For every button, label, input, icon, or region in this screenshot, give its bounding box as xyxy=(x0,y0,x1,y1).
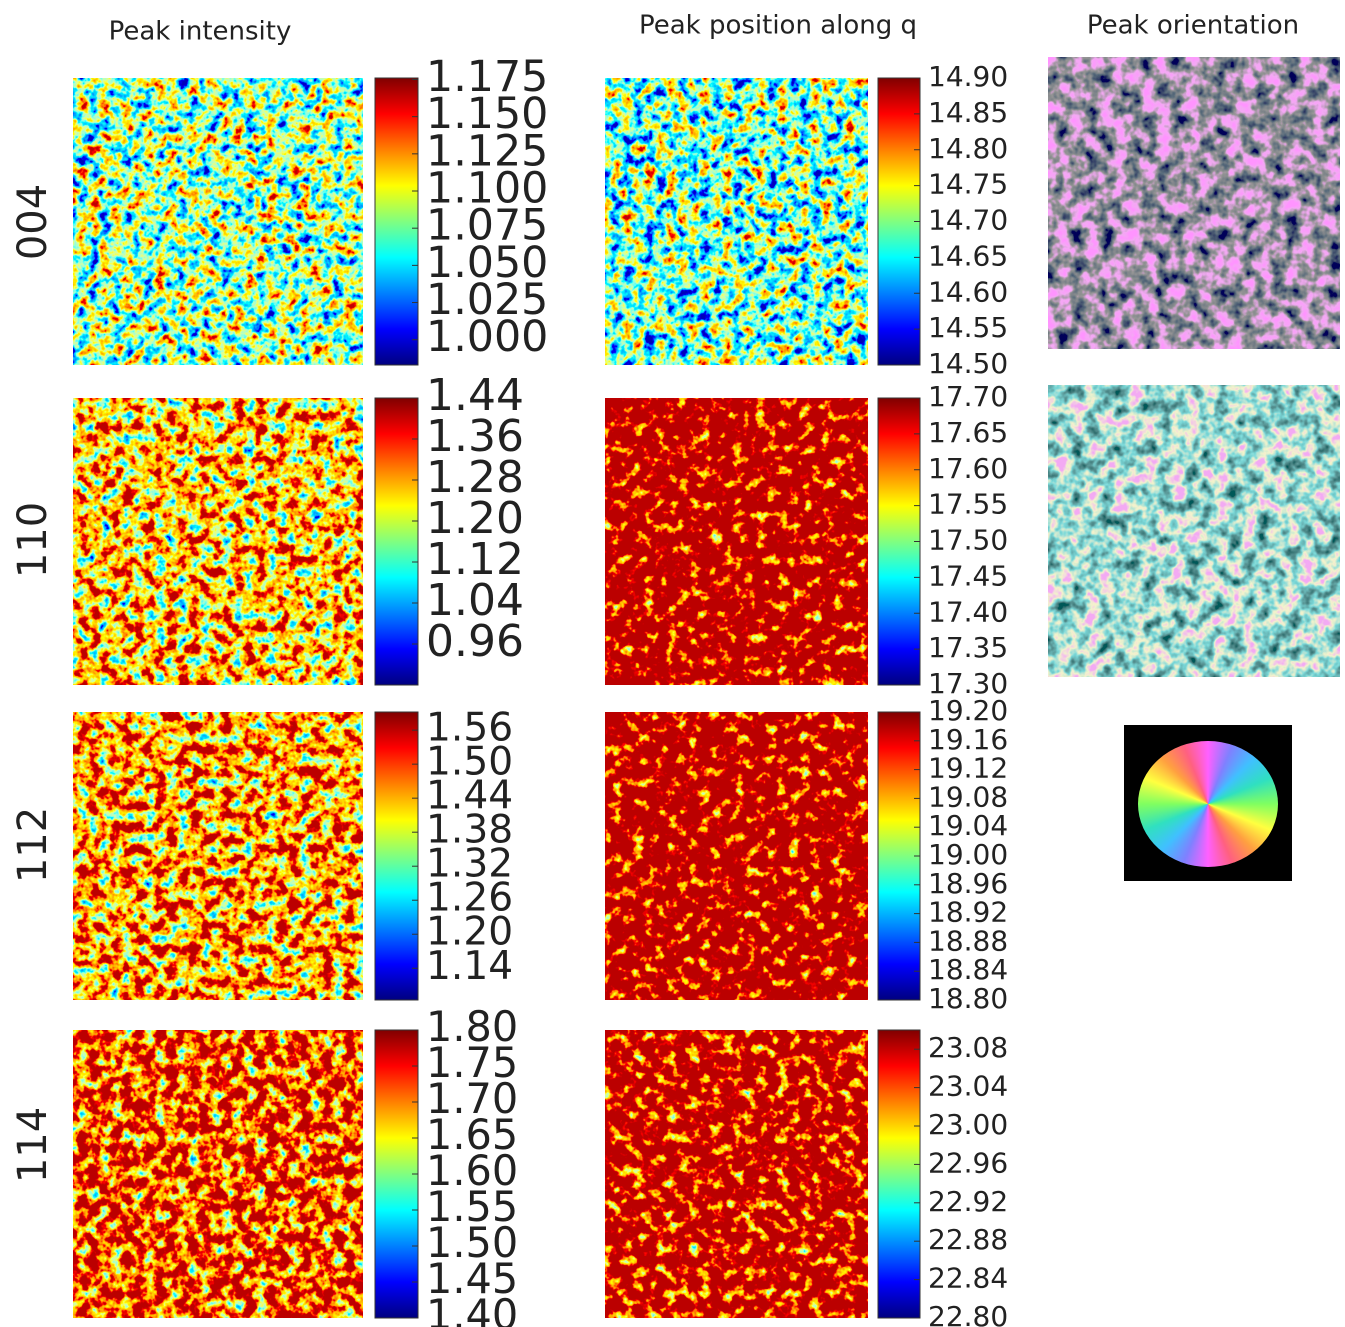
colorbar-tick-label: 1.150 xyxy=(426,89,548,139)
colorbar-tick-label: 14.70 xyxy=(928,204,1008,237)
colorbar-tick-label: 1.26 xyxy=(426,876,513,921)
colorbar-tick-label: 1.28 xyxy=(426,452,524,503)
column-title: Peak position along q xyxy=(639,11,917,41)
colorbar-tick-label: 1.12 xyxy=(426,534,524,585)
colorbar-tick-label: 18.84 xyxy=(928,953,1008,986)
colorbar-tick-label: 14.80 xyxy=(928,132,1008,165)
colorbar-tick-label: 1.50 xyxy=(426,740,513,785)
heatmap xyxy=(73,1030,363,1318)
row-label: 110 xyxy=(10,502,56,578)
colorbar-tick-label: 0.96 xyxy=(426,616,524,667)
heatmap xyxy=(605,78,868,365)
colorbar-tick-label: 1.56 xyxy=(426,706,513,751)
heatmap xyxy=(605,712,868,1000)
colorbar-tick-label: 1.075 xyxy=(426,201,548,251)
colorbar xyxy=(877,711,921,1001)
colorbar-tick-label: 14.65 xyxy=(928,239,1008,272)
colorbar-tick-label: 17.65 xyxy=(928,416,1008,449)
colorbar-tick-label: 17.35 xyxy=(928,631,1008,664)
colorbar-tick-label: 19.12 xyxy=(928,752,1008,785)
colorbar-tick-label: 1.80 xyxy=(426,1003,518,1051)
colorbar-tick-label: 14.60 xyxy=(928,275,1008,308)
column-title: Peak orientation xyxy=(1087,11,1299,41)
colorbar-tick-label: 14.90 xyxy=(928,60,1008,93)
colorbar-tick-label: 23.08 xyxy=(928,1031,1008,1064)
colorbar-tick-label: 14.55 xyxy=(928,311,1008,344)
colorbar-tick-label: 17.70 xyxy=(928,380,1008,413)
colorbar-tick-label: 1.025 xyxy=(426,275,548,325)
colorbar-tick-label: 14.50 xyxy=(928,347,1008,380)
colorbar-tick-label: 1.20 xyxy=(426,910,513,955)
colorbar-tick-label: 19.20 xyxy=(928,694,1008,727)
colorbar-tick-label: 1.36 xyxy=(426,411,524,462)
colorbar-tick-label: 1.125 xyxy=(426,126,548,176)
colorbar-tick-label: 17.45 xyxy=(928,559,1008,592)
colorbar-tick-label: 22.96 xyxy=(928,1146,1008,1179)
colorbar-tick-label: 18.92 xyxy=(928,896,1008,929)
colorbar-tick-label: 1.100 xyxy=(426,164,548,214)
colorbar-tick-label: 19.08 xyxy=(928,780,1008,813)
colorbar-tick-label: 22.80 xyxy=(928,1300,1008,1327)
colorbar-tick-label: 22.92 xyxy=(928,1185,1008,1218)
colorbar-tick-label: 14.75 xyxy=(928,168,1008,201)
colorbar-tick-label: 1.04 xyxy=(426,575,524,626)
colorbar xyxy=(374,1029,419,1319)
colorbar-tick-label: 17.50 xyxy=(928,524,1008,557)
colorbar-tick-label: 1.55 xyxy=(426,1183,518,1231)
row-label: 112 xyxy=(10,807,56,883)
colorbar-tick-label: 1.44 xyxy=(426,774,513,819)
colorbar-tick-label: 18.80 xyxy=(928,982,1008,1015)
colorbar-tick-label: 1.175 xyxy=(426,52,548,102)
colorbar-tick-label: 1.44 xyxy=(426,370,524,421)
colorbar-tick-label: 1.32 xyxy=(426,842,513,887)
colorbar-tick-label: 18.96 xyxy=(928,867,1008,900)
colorbar-tick-label: 1.40 xyxy=(426,1291,518,1327)
heatmap xyxy=(73,712,363,1000)
column-title: Peak intensity xyxy=(109,17,292,47)
orientation-color-wheel xyxy=(1124,725,1292,881)
orientation-map xyxy=(1048,57,1340,349)
colorbar-tick-label: 1.60 xyxy=(426,1147,518,1195)
heatmap xyxy=(73,78,363,365)
colorbar-tick-label: 14.85 xyxy=(928,96,1008,129)
colorbar-tick-label: 17.60 xyxy=(928,452,1008,485)
colorbar-tick-label: 1.65 xyxy=(426,1111,518,1159)
colorbar-tick-label: 1.000 xyxy=(426,312,548,362)
colorbar-tick-label: 1.14 xyxy=(426,944,513,989)
colorbar-tick-label: 17.30 xyxy=(928,667,1008,700)
colorbar-tick-label: 1.45 xyxy=(426,1255,518,1303)
colorbar xyxy=(877,1029,921,1319)
orientation-map xyxy=(1048,385,1340,677)
colorbar xyxy=(374,77,419,366)
colorbar-tick-label: 19.16 xyxy=(928,723,1008,756)
colorbar-tick-label: 1.20 xyxy=(426,493,524,544)
wheel-disc xyxy=(1138,741,1278,867)
colorbar-tick-label: 1.70 xyxy=(426,1075,518,1123)
heatmap xyxy=(605,398,868,685)
colorbar-tick-label: 17.55 xyxy=(928,488,1008,521)
row-label: 114 xyxy=(10,1107,56,1183)
heatmap xyxy=(73,398,363,685)
row-label: 004 xyxy=(10,184,56,260)
colorbar-tick-label: 23.04 xyxy=(928,1070,1008,1103)
colorbar-tick-label: 19.04 xyxy=(928,809,1008,842)
colorbar-tick-label: 1.50 xyxy=(426,1219,518,1267)
colorbar-tick-label: 1.050 xyxy=(426,238,548,288)
heatmap xyxy=(605,1030,868,1318)
colorbar-tick-label: 22.88 xyxy=(928,1223,1008,1256)
colorbar-tick-label: 18.88 xyxy=(928,924,1008,957)
colorbar-tick-label: 17.40 xyxy=(928,595,1008,628)
colorbar-tick-label: 1.38 xyxy=(426,808,513,853)
colorbar-tick-label: 1.75 xyxy=(426,1039,518,1087)
colorbar xyxy=(877,397,921,686)
colorbar-tick-label: 22.84 xyxy=(928,1262,1008,1295)
colorbar xyxy=(374,397,419,686)
colorbar-tick-label: 19.00 xyxy=(928,838,1008,871)
colorbar xyxy=(877,77,921,366)
colorbar-tick-label: 23.00 xyxy=(928,1108,1008,1141)
colorbar xyxy=(374,711,419,1001)
